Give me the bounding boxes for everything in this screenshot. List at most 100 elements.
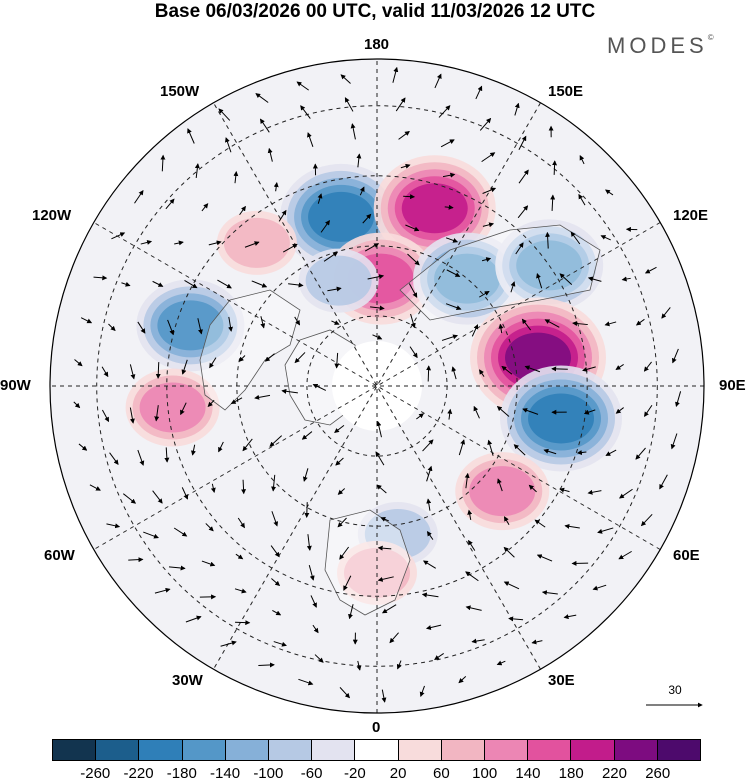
wind-vector [475, 85, 483, 100]
wind-vector [501, 365, 513, 375]
wind-vector [434, 653, 444, 660]
colorbar-tick-label: 140 [515, 765, 541, 782]
wind-vector [518, 169, 529, 184]
wind-vector [258, 662, 275, 668]
wind-vector [187, 128, 195, 144]
wind-vector [301, 431, 313, 440]
colorbar-swatch [657, 740, 701, 760]
wind-vector [467, 509, 473, 521]
wind-vector [340, 74, 351, 84]
wind-vector [272, 609, 282, 616]
wind-vector [605, 449, 617, 456]
colorbar-tick-label: -220 [123, 765, 154, 782]
wind-vector [339, 687, 351, 699]
wind-vector [337, 488, 346, 495]
center-europe-high-contour [344, 547, 410, 598]
wind-vector [398, 130, 410, 140]
wind-vector [327, 286, 342, 292]
wind-vector [446, 269, 461, 277]
wind-vector [380, 517, 390, 522]
wind-vector [587, 489, 602, 495]
wind-vector [271, 474, 277, 492]
wind-vector [403, 194, 416, 200]
siberia-outline [399, 224, 601, 321]
wind-vector [563, 614, 577, 620]
wind-vector [644, 266, 657, 274]
wind-vector [503, 581, 520, 590]
wind-vector [93, 275, 108, 281]
wind-vector [576, 450, 587, 456]
vector-scale: 30 [640, 683, 710, 713]
wind-vector [343, 575, 352, 591]
wind-vector [108, 323, 116, 332]
wind-vector [235, 553, 244, 560]
wind-vector [356, 153, 362, 168]
map-title: Base 06/03/2026 00 UTC, valid 11/03/2026… [154, 1, 596, 22]
wind-vector [422, 560, 436, 569]
wind-vector [471, 324, 479, 337]
wind-vector [400, 163, 411, 169]
wind-vector [496, 405, 510, 417]
wind-vector [434, 73, 442, 89]
wind-vector [534, 519, 546, 528]
colorbar-tick-label: 180 [558, 765, 584, 782]
wind-vector [367, 274, 385, 280]
wind-vector [376, 420, 382, 438]
wind-vector [273, 182, 279, 192]
wind-vector [312, 384, 327, 391]
lon-label-30e: 30E [548, 672, 575, 689]
wind-vector [298, 678, 314, 686]
wind-vector [271, 578, 281, 586]
wind-vector [294, 316, 301, 326]
colorbar-swatch [485, 740, 529, 760]
wind-vector [267, 147, 273, 162]
wind-vector [521, 318, 532, 331]
wind-vector [128, 557, 144, 563]
wind-vector [514, 102, 520, 116]
wind-vector [661, 307, 671, 319]
wind-vector [78, 443, 88, 451]
wind-vector [544, 319, 560, 328]
map-border [49, 58, 705, 714]
wind-vector [551, 366, 568, 372]
wind-vector [218, 441, 224, 453]
wind-vector [481, 257, 492, 262]
wind-vector [416, 413, 425, 420]
wind-vector [334, 424, 345, 433]
wind-vector [447, 408, 453, 420]
wind-vector [281, 388, 298, 394]
wind-vector [174, 240, 184, 246]
wind-vector [260, 316, 266, 329]
wind-vector [208, 240, 222, 246]
wind-vector [73, 401, 81, 409]
wind-vector [168, 565, 186, 571]
wind-vector [640, 513, 653, 527]
colorbar-swatch [53, 740, 97, 760]
wind-vector [615, 364, 624, 370]
wind-vector [381, 689, 387, 703]
wind-vector [550, 194, 556, 211]
canada-outline [199, 289, 301, 411]
wind-vector [442, 172, 456, 178]
wind-vector [582, 366, 596, 372]
wind-vector [635, 318, 645, 326]
wind-vector [619, 488, 633, 499]
wind-vector [482, 222, 495, 228]
wind-vector [381, 604, 397, 614]
wind-vector [220, 640, 237, 647]
wind-vector [600, 235, 611, 241]
meridian-line [93, 222, 661, 550]
latitude-circle [96, 105, 658, 667]
wind-vector [210, 483, 216, 493]
wind-vector [570, 231, 581, 245]
wind-vector [572, 320, 588, 326]
wind-vector [464, 472, 470, 489]
wind-vector [421, 592, 439, 598]
center-far-east-low-contour [516, 240, 583, 291]
wind-vector [181, 359, 188, 375]
wind-vector [465, 571, 479, 582]
wind-vector [407, 253, 420, 266]
wind-vector [121, 281, 131, 287]
wind-vector [440, 139, 455, 148]
